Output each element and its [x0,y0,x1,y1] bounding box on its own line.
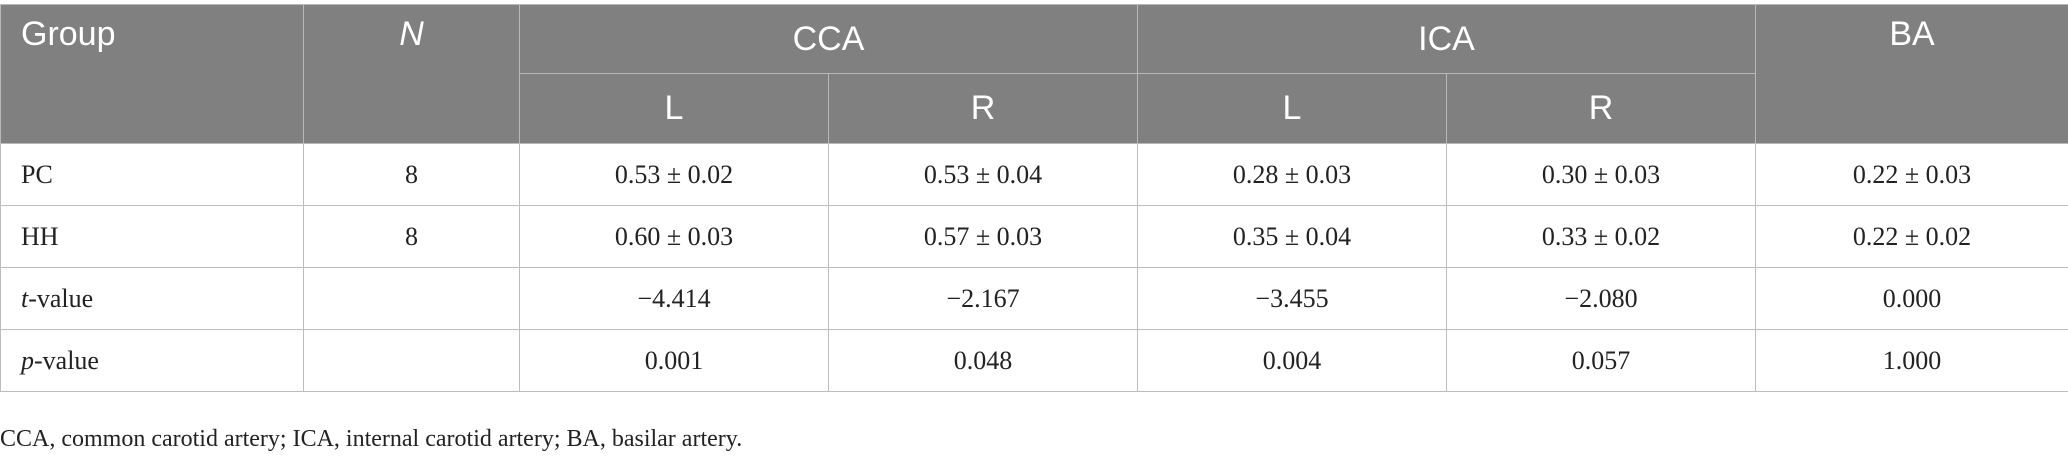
cell-ba: 0.22 ± 0.03 [1755,143,2068,206]
row-label-italic: p [21,345,34,375]
table-row: PC 8 0.53 ± 0.02 0.53 ± 0.04 0.28 ± 0.03… [0,143,2068,206]
row-label-rest: -value [34,345,99,375]
header-n-text: N [399,15,424,53]
header-cca: CCA [518,4,1139,74]
header-row-2: L R L R [1,73,2068,144]
table-row: p-value 0.001 0.048 0.004 0.057 1.000 [0,329,2068,392]
header-ba: BA [1755,4,2068,144]
row-label: HH [0,205,304,268]
cell-ica-l: −3.455 [1137,267,1448,330]
row-label: p-value [0,329,304,392]
cell-ica-r: 0.30 ± 0.03 [1446,143,1757,206]
table-row: HH 8 0.60 ± 0.03 0.57 ± 0.03 0.35 ± 0.04… [0,205,2068,268]
cell-n [303,267,520,330]
cell-ba: 0.22 ± 0.02 [1755,205,2068,268]
row-label: t-value [0,267,304,330]
header-cca-left: L [519,73,829,144]
cell-ba: 1.000 [1755,329,2068,392]
cell-cca-l: 0.60 ± 0.03 [519,205,829,268]
table-row: t-value −4.414 −2.167 −3.455 −2.080 0.00… [0,267,2068,330]
cell-cca-r: 0.048 [827,329,1139,392]
row-label-rest: -value [28,283,94,313]
table-footnote: CCA, common carotid artery; ICA, interna… [0,426,743,452]
cell-cca-l: 0.53 ± 0.02 [519,143,829,206]
cell-cca-l: −4.414 [519,267,829,330]
header-ica: ICA [1137,4,1757,74]
cell-cca-r: 0.53 ± 0.04 [827,143,1139,206]
header-group: Group [0,4,304,144]
cell-ba: 0.000 [1755,267,2068,330]
header-n: N [303,4,520,144]
row-label: PC [0,143,304,206]
data-table: Group N CCA ICA BA L R L R PC 8 0.53 ± 0… [0,4,2068,392]
cell-cca-r: −2.167 [827,267,1139,330]
cell-ica-l: 0.28 ± 0.03 [1137,143,1448,206]
cell-ica-r: −2.080 [1446,267,1757,330]
table-container: Group N CCA ICA BA L R L R PC 8 0.53 ± 0… [0,4,2068,392]
header-ica-left: L [1137,73,1448,144]
cell-ica-l: 0.004 [1137,329,1448,392]
cell-n: 8 [303,143,520,206]
cell-n [303,329,520,392]
cell-cca-r: 0.57 ± 0.03 [827,205,1139,268]
header-cca-right: R [827,73,1139,144]
cell-cca-l: 0.001 [519,329,829,392]
header-ica-right: R [1446,73,1757,144]
row-label-italic: t [21,283,29,313]
header-row-1: Group N CCA ICA BA [0,4,2068,144]
cell-ica-r: 0.33 ± 0.02 [1446,205,1757,268]
cell-ica-l: 0.35 ± 0.04 [1137,205,1448,268]
cell-ica-r: 0.057 [1446,329,1757,392]
cell-n: 8 [303,205,520,268]
